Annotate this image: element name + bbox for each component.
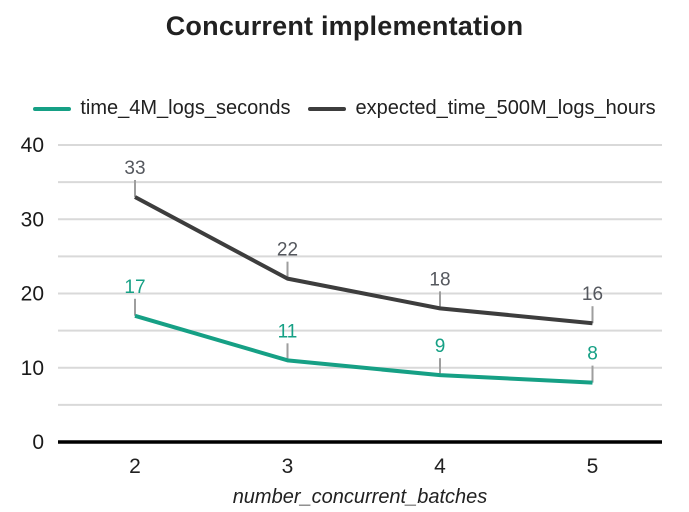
- data-label: 18: [429, 269, 450, 290]
- legend: time_4M_logs_seconds expected_time_500M_…: [0, 97, 689, 120]
- y-tick-label: 0: [32, 431, 44, 454]
- legend-swatch-time-4m-logs-seconds: [33, 106, 72, 111]
- x-tick-label: 2: [129, 455, 141, 478]
- x-axis-title: number_concurrent_batches: [232, 486, 488, 508]
- chart-title: Concurrent implementation: [165, 11, 524, 41]
- legend-item-expected-time-500m-logs-hours: expected_time_500M_logs_hours: [308, 97, 656, 120]
- legend-swatch-expected-time-500m-logs-hours: [308, 106, 347, 111]
- data-label: 8: [587, 344, 598, 365]
- data-label: 22: [277, 240, 298, 261]
- data-label: 9: [435, 336, 446, 357]
- series-line-0: [134, 313, 593, 385]
- legend-item-time-4m-logs-seconds: time_4M_logs_seconds: [33, 97, 290, 120]
- y-tick-label: 20: [21, 283, 44, 306]
- data-label: 16: [582, 284, 603, 305]
- y-tick-label: 10: [21, 357, 44, 380]
- y-tick-label: 30: [21, 208, 44, 231]
- x-tick-label: 5: [587, 455, 599, 478]
- data-label: 33: [124, 158, 145, 179]
- legend-label-time-4m-logs-seconds: time_4M_logs_seconds: [80, 97, 291, 119]
- x-tick-label: 3: [282, 455, 294, 478]
- legend-label-expected-time-500m-logs-hours: expected_time_500M_logs_hours: [355, 97, 656, 119]
- data-label: 17: [124, 277, 145, 298]
- series-line-1: [134, 195, 593, 326]
- x-tick-label: 4: [434, 455, 446, 478]
- data-label: 11: [278, 321, 298, 342]
- y-tick-label: 40: [21, 134, 44, 157]
